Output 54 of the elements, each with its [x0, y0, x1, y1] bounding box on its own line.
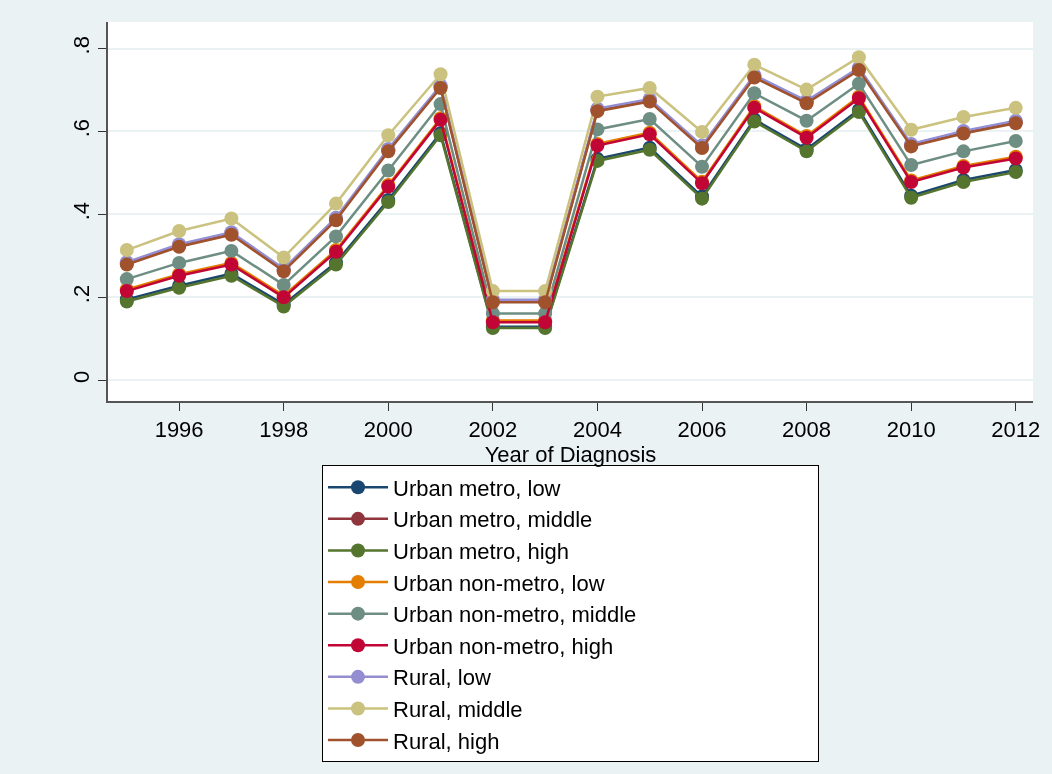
point [642, 80, 657, 95]
point [851, 50, 866, 65]
point [851, 76, 866, 91]
x-tick-label: 1998 [259, 417, 309, 443]
x-tick-label: 2012 [991, 417, 1041, 443]
point [1008, 134, 1023, 148]
point [747, 86, 762, 101]
x-tick-label: 1996 [154, 417, 204, 443]
point [276, 277, 291, 292]
legend-label: Rural, low [393, 665, 491, 691]
point [224, 243, 239, 258]
legend-label: Rural, middle [393, 697, 523, 723]
point [799, 113, 814, 128]
point [328, 196, 343, 211]
legend-label: Urban metro, high [393, 539, 570, 565]
point [904, 158, 919, 173]
y-tick-label: 0 [69, 370, 95, 384]
point [172, 255, 187, 270]
x-tick-label: 2000 [363, 417, 413, 443]
legend-label: Urban metro, middle [393, 507, 593, 533]
legend-label: Urban non-metro, high [393, 633, 614, 659]
point [381, 128, 396, 143]
point [747, 57, 762, 72]
point [276, 250, 291, 265]
point [381, 163, 396, 178]
x-tick-label: 2002 [468, 417, 518, 443]
point [904, 122, 919, 137]
y-tick-label: .4 [69, 201, 95, 221]
legend-label: Urban non-metro, middle [393, 602, 637, 628]
y-tick-label: .2 [69, 284, 95, 304]
point [695, 124, 710, 139]
x-tick-label: 2008 [782, 417, 832, 443]
point [695, 159, 710, 174]
x-tick-label: 2004 [572, 417, 622, 443]
x-tick-label: 2010 [886, 417, 936, 443]
point [172, 223, 187, 238]
legend-label: Urban non-metro, low [393, 570, 605, 596]
x-tick-label: 2006 [677, 417, 727, 443]
point [799, 82, 814, 97]
legend-label: Urban metro, low [393, 475, 561, 501]
point [224, 211, 239, 226]
point [119, 243, 134, 258]
legend-label: Rural, high [393, 728, 500, 754]
point [642, 112, 657, 127]
point [1008, 100, 1023, 115]
point [433, 67, 448, 82]
point [590, 89, 605, 104]
point [956, 144, 971, 159]
x-axis-title: Year of Diagnosis [484, 442, 657, 468]
point [328, 229, 343, 244]
y-tick-label: .6 [69, 118, 95, 138]
point [956, 109, 971, 124]
y-tick-label: .8 [69, 36, 95, 55]
point [119, 272, 134, 287]
